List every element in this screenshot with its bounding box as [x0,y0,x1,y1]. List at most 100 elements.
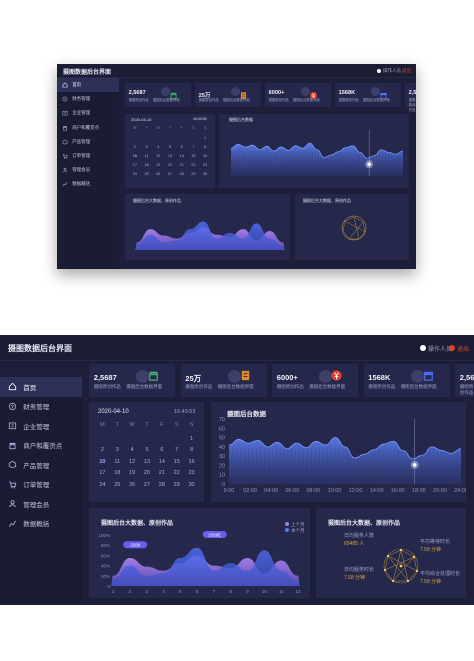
calendar-day[interactable]: 16 [188,458,195,465]
preview-stat-card-2[interactable]: 25万 摄图原创作品 摄图后台数据界面 [195,83,261,107]
preview-stat-badge [371,87,381,97]
preview-calendar-day[interactable]: 17 [132,163,137,167]
sidebar-item-8[interactable]: 数据概括 [0,514,82,534]
stat-card-3[interactable]: 6000+ 摄图原创作品 摄图后台数据界面 [272,364,358,397]
preview-sidebar-item-2[interactable]: 财务管理 [57,92,119,106]
calendar-day[interactable]: 1 [190,435,194,442]
preview-calendar-day[interactable]: 6 [180,145,183,149]
calendar-day[interactable]: 23 [188,470,195,476]
sidebar-item-7[interactable]: 管理会员 [0,494,82,514]
calendar-weekday: M [100,422,105,428]
preview-user-label[interactable]: 操作人员 [383,68,401,73]
preview-calendar-day[interactable]: 16 [203,154,208,158]
calendar-day[interactable]: 28 [158,481,165,488]
calendar-day[interactable]: 8 [190,447,194,453]
preview-calendar-day[interactable]: 27 [167,172,173,176]
stat-card-5[interactable]: 2,56摄图原创作品摄图后台数据界面 [455,364,474,397]
calendar-day[interactable]: 10 [99,458,106,465]
preview-calendar-day[interactable]: 18 [144,163,149,167]
logout-link[interactable]: 退出 [457,347,470,353]
preview-calendar-day[interactable]: 29 [191,172,196,176]
preview-sidebar-item-1[interactable]: 首页 [57,78,119,93]
calendar-day[interactable]: 5 [145,447,149,453]
calendar-day[interactable]: 26 [129,481,136,488]
preview-calendar-day[interactable]: 11 [144,154,149,158]
preview-stat-card-3[interactable]: 6000+ 摄图原创作品 摄图后台数据界面 [265,83,331,107]
preview-stat-card-1[interactable]: 2,5687 摄图原创作品 摄图后台数据界面 [125,83,191,107]
sidebar-item-5[interactable]: 产品管理 [0,455,82,475]
calendar-day[interactable]: 21 [158,470,165,476]
calendar-day[interactable]: 17 [99,470,106,476]
user-label[interactable]: 操作人员 [428,347,453,353]
preview-sidebar-item-7[interactable]: 管理会员 [57,163,119,177]
calendar-day[interactable]: 4 [130,447,134,453]
preview-calendar-day[interactable]: 25 [144,172,149,176]
preview-calendar-day[interactable]: 28 [179,172,184,176]
preview-calendar-day[interactable]: 21 [179,163,184,167]
preview-calendar-day[interactable]: 19 [156,163,161,167]
calendar-day[interactable]: 3 [115,447,119,453]
preview-calendar-day[interactable]: 14 [179,154,184,158]
preview-calendar-day[interactable]: 5 [168,145,172,149]
preview-calendar-day[interactable]: 12 [156,154,161,158]
wave-series-2 [135,221,285,250]
preview-calendar-day[interactable]: 8 [204,145,207,149]
calendar-day[interactable]: 6 [160,447,164,453]
stat-card-4[interactable]: 1568K 摄图原创作品 摄图后台数据界面 [363,364,450,397]
calendar-day[interactable]: 29 [173,481,180,488]
preview-calendar-day[interactable]: 30 [203,172,208,176]
preview-logout-label[interactable]: 退出 [402,68,411,73]
calendar-day[interactable]: 11 [114,458,121,465]
x-tick-label: 2 [129,589,132,594]
calendar-day[interactable]: 24 [99,481,106,488]
preview-calendar-day[interactable]: 1 [204,136,207,140]
calendar-day[interactable]: 13 [143,458,151,465]
building-icon [8,421,17,430]
preview-sidebar-item-6[interactable]: 订单管理 [57,149,119,163]
sidebar-item-2[interactable]: 财务管理 [0,397,82,417]
preview-calendar-day[interactable]: 4 [157,145,160,149]
x-tick-label: 12 [295,589,301,594]
calendar-day[interactable]: 25 [114,481,121,488]
sidebar-item-3[interactable]: 企业管理 [0,416,82,436]
sidebar-item-6[interactable]: 订单管理 [0,475,82,495]
preview-sidebar-item-3[interactable]: 企业管理 [57,106,119,120]
y-tick-label: 60% [101,553,110,558]
calendar-day[interactable]: 22 [173,470,180,476]
x-tick-label: 4 [162,589,165,594]
preview-calendar-day[interactable]: 26 [156,172,161,176]
preview-calendar-card [125,114,215,188]
calendar-day[interactable]: 18 [114,470,121,476]
calendar-day[interactable]: 7 [175,447,179,453]
sidebar-item-1[interactable]: 首页 [0,377,82,397]
preview-sidebar-item-5[interactable]: 产品管理 [57,135,119,149]
preview-calendar-day[interactable]: 10 [132,154,137,158]
preview-calendar-day[interactable]: 23 [203,163,208,167]
preview-calendar-day[interactable]: 3 [145,145,148,149]
preview-calendar-day[interactable]: 13 [167,154,173,158]
calendar-day[interactable]: 27 [143,481,151,488]
preview-calendar-day[interactable]: 15 [191,154,196,158]
x-tick-label: 24:00 [454,488,466,494]
stat-card-2[interactable]: 25万 摄图原创作品 摄图后台数据界面 [180,364,267,397]
calendar-day[interactable]: 15 [173,458,180,465]
preview-sidebar-item-8[interactable]: 数据概括 [57,177,119,191]
calendar-day[interactable]: 19 [129,470,136,476]
preview-stat-badge [231,87,241,97]
sidebar-item-4[interactable]: 商户和覆货点 [0,436,82,456]
preview-calendar-day[interactable]: 20 [167,163,173,167]
calendar-day[interactable]: 14 [158,458,165,465]
calendar-day[interactable]: 2 [100,447,104,453]
preview-calendar-day[interactable]: 7 [192,145,195,149]
preview-stat-card-5[interactable]: 2,56摄图原创作品摄图后台数据界面 [405,83,416,112]
preview-calendar-day[interactable]: 22 [191,163,196,167]
preview-sidebar-item-4[interactable]: 商户和覆货点 [57,121,119,135]
calendar-day[interactable]: 20 [143,470,151,476]
preview-stat-card-4[interactable]: 1568K 摄图原创作品 摄图后台数据界面 [335,83,401,107]
preview-calendar-day[interactable]: 24 [132,172,137,176]
finance-icon [62,96,68,102]
calendar-day[interactable]: 12 [129,458,136,465]
calendar-day[interactable]: 30 [188,481,195,488]
stat-card-1[interactable]: 2,5687 摄图原创作品 摄图后台数据界面 [89,364,175,397]
preview-calendar-day[interactable]: 2 [133,145,136,149]
